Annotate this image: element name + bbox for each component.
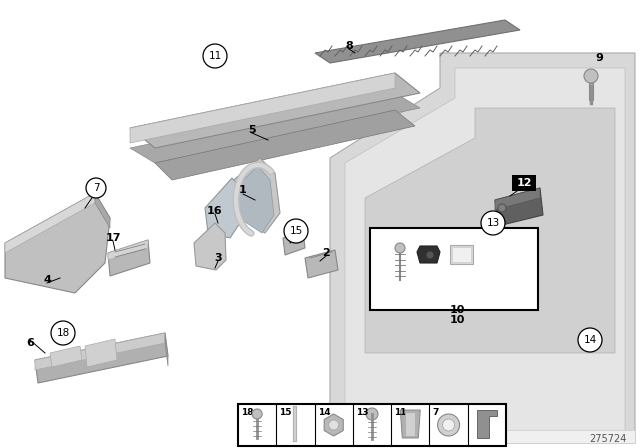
Polygon shape — [130, 93, 420, 163]
Polygon shape — [130, 73, 420, 148]
Polygon shape — [50, 346, 82, 367]
Text: 4: 4 — [43, 275, 51, 285]
Polygon shape — [5, 193, 95, 253]
Text: 11: 11 — [394, 408, 406, 417]
Text: 2: 2 — [322, 248, 330, 258]
Polygon shape — [330, 430, 635, 443]
Text: 14: 14 — [584, 335, 596, 345]
Polygon shape — [305, 250, 338, 278]
Circle shape — [203, 44, 227, 68]
Polygon shape — [450, 245, 473, 264]
Polygon shape — [235, 166, 274, 233]
Text: 17: 17 — [105, 233, 121, 243]
Text: 9: 9 — [595, 53, 603, 63]
Text: 7: 7 — [93, 183, 99, 193]
Text: 12: 12 — [516, 178, 532, 188]
Polygon shape — [95, 193, 110, 228]
Polygon shape — [205, 178, 242, 238]
Polygon shape — [452, 247, 471, 262]
Bar — [370, 228, 538, 310]
Polygon shape — [365, 108, 615, 353]
Polygon shape — [345, 68, 625, 433]
Text: 5: 5 — [248, 125, 256, 135]
Circle shape — [51, 321, 75, 345]
Circle shape — [86, 178, 106, 198]
Text: 16: 16 — [207, 206, 223, 216]
Circle shape — [578, 328, 602, 352]
Polygon shape — [230, 158, 280, 233]
Polygon shape — [108, 240, 150, 276]
Circle shape — [438, 414, 460, 436]
Polygon shape — [330, 53, 635, 443]
Text: 18: 18 — [56, 328, 70, 338]
Polygon shape — [35, 333, 168, 383]
Polygon shape — [108, 240, 148, 260]
Polygon shape — [165, 333, 168, 366]
Polygon shape — [495, 188, 540, 210]
Polygon shape — [130, 73, 395, 143]
Polygon shape — [194, 223, 226, 270]
Text: 13: 13 — [356, 408, 369, 417]
Text: 13: 13 — [486, 218, 500, 228]
Text: 11: 11 — [209, 51, 221, 61]
Circle shape — [443, 419, 454, 431]
Text: 15: 15 — [279, 408, 292, 417]
Text: 3: 3 — [214, 253, 222, 263]
Polygon shape — [495, 188, 543, 226]
Circle shape — [366, 408, 378, 420]
Polygon shape — [417, 246, 440, 263]
Circle shape — [584, 69, 598, 83]
Polygon shape — [589, 83, 593, 100]
Polygon shape — [85, 339, 117, 367]
Circle shape — [426, 251, 434, 259]
Text: 10: 10 — [449, 305, 465, 315]
Polygon shape — [5, 193, 110, 293]
Bar — [238, 404, 506, 446]
Polygon shape — [283, 231, 305, 255]
Text: 7: 7 — [433, 408, 439, 417]
Text: 10: 10 — [449, 315, 465, 325]
Polygon shape — [400, 410, 420, 438]
Circle shape — [252, 409, 262, 419]
Circle shape — [481, 211, 505, 235]
Text: 15: 15 — [289, 226, 303, 236]
Text: 1: 1 — [239, 185, 247, 195]
Circle shape — [498, 204, 506, 212]
Polygon shape — [315, 20, 520, 63]
Circle shape — [284, 219, 308, 243]
Text: 6: 6 — [26, 338, 34, 348]
Polygon shape — [405, 412, 415, 436]
Text: 14: 14 — [317, 408, 330, 417]
Polygon shape — [155, 110, 415, 180]
Text: 8: 8 — [345, 41, 353, 51]
Circle shape — [329, 420, 339, 430]
Polygon shape — [35, 333, 165, 370]
Text: 275724: 275724 — [589, 434, 627, 444]
Text: 18: 18 — [241, 408, 253, 417]
FancyBboxPatch shape — [512, 175, 536, 191]
Polygon shape — [477, 410, 497, 438]
Circle shape — [395, 243, 405, 253]
